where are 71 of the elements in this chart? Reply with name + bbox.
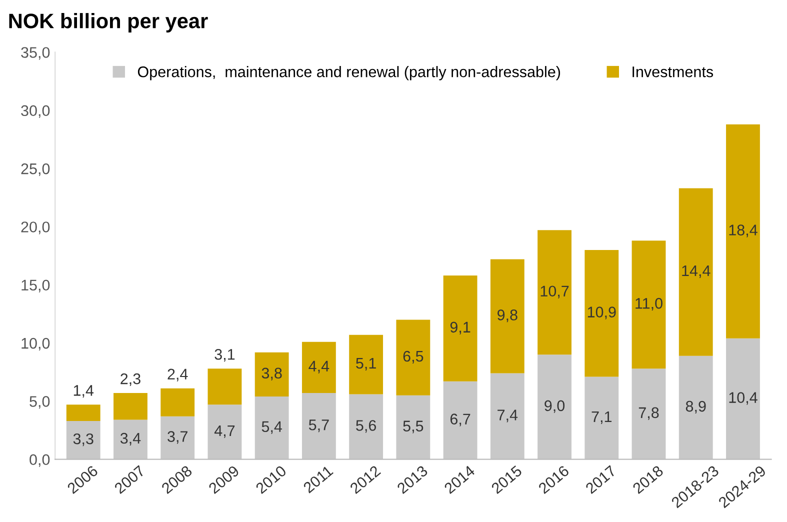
- bar: [726, 338, 760, 460]
- bar: [443, 381, 478, 460]
- y-tick-label: 30,0: [21, 105, 50, 118]
- data-label: 2,4: [168, 368, 188, 382]
- data-label: 7,4: [498, 410, 518, 422]
- y-tick-label: 15,0: [22, 280, 50, 292]
- data-label: 4,4: [308, 360, 330, 374]
- bar: [396, 320, 430, 396]
- data-label: 6,5: [403, 350, 424, 364]
- data-label: 9,8: [498, 310, 518, 322]
- y-tick-label: 0,0: [30, 454, 50, 467]
- bar: [584, 376, 619, 460]
- chart-title: NOK billion per year: [9, 13, 208, 32]
- bar: [678, 356, 713, 460]
- data-label: 5,5: [403, 420, 424, 434]
- data-label: 18,4: [729, 224, 758, 238]
- data-label: 2,3: [120, 373, 140, 386]
- data-label: 3,8: [262, 368, 282, 380]
- y-tick-label: 10,0: [22, 338, 50, 351]
- bar: [302, 393, 336, 460]
- bar: [160, 388, 195, 416]
- data-label: 7,8: [638, 407, 659, 420]
- bar: [632, 368, 666, 460]
- data-label: 10,9: [588, 306, 616, 320]
- bar: [254, 352, 289, 397]
- data-label: 1,4: [74, 385, 94, 398]
- bar: [490, 259, 524, 374]
- data-label: 4,7: [214, 425, 235, 438]
- y-tick-label: 35,0: [21, 47, 50, 60]
- bar: [538, 354, 572, 460]
- bar: [726, 124, 760, 338]
- data-label: 10,4: [729, 392, 758, 405]
- data-label: 5,4: [262, 421, 282, 434]
- data-label: 11,0: [636, 298, 662, 311]
- bar: [302, 342, 336, 394]
- bar: [208, 368, 242, 405]
- data-label: 9,0: [544, 400, 565, 413]
- y-tick-label: 25,0: [21, 163, 50, 176]
- bar: [584, 250, 619, 377]
- data-label: 3,7: [168, 431, 188, 444]
- data-label: 5,6: [356, 420, 376, 433]
- data-label: 3,3: [73, 433, 94, 446]
- bar: [349, 394, 384, 460]
- data-label: 7,1: [592, 412, 612, 424]
- data-label: 8,9: [686, 400, 706, 414]
- bar: [632, 240, 666, 369]
- bar: [443, 276, 478, 382]
- data-label: 9,1: [450, 322, 470, 334]
- data-label: 6,7: [450, 414, 470, 426]
- bar: [66, 404, 100, 421]
- data-label: 14,4: [682, 266, 710, 278]
- data-label: 10,7: [540, 286, 569, 298]
- y-tick-label: 20,0: [21, 222, 50, 234]
- bar: [208, 404, 242, 460]
- bar: [396, 395, 430, 460]
- bar: [160, 416, 195, 460]
- bar: [538, 230, 572, 355]
- data-label: 5,1: [356, 358, 376, 370]
- data-label: 3,4: [120, 432, 141, 446]
- legend-label: Operations, maintenance and renewal (partly non-adressable): [138, 66, 560, 80]
- bar: [678, 188, 713, 356]
- legend-label: Investments: [632, 66, 714, 78]
- data-label: 3,1: [214, 348, 235, 362]
- bar: [66, 420, 100, 460]
- bar: [490, 373, 524, 460]
- bar: [254, 396, 289, 460]
- bar: [114, 420, 148, 460]
- bar: [349, 334, 384, 394]
- y-tick-label: 5,0: [30, 396, 50, 409]
- data-label: 5,7: [308, 420, 329, 432]
- bar: [114, 393, 148, 420]
